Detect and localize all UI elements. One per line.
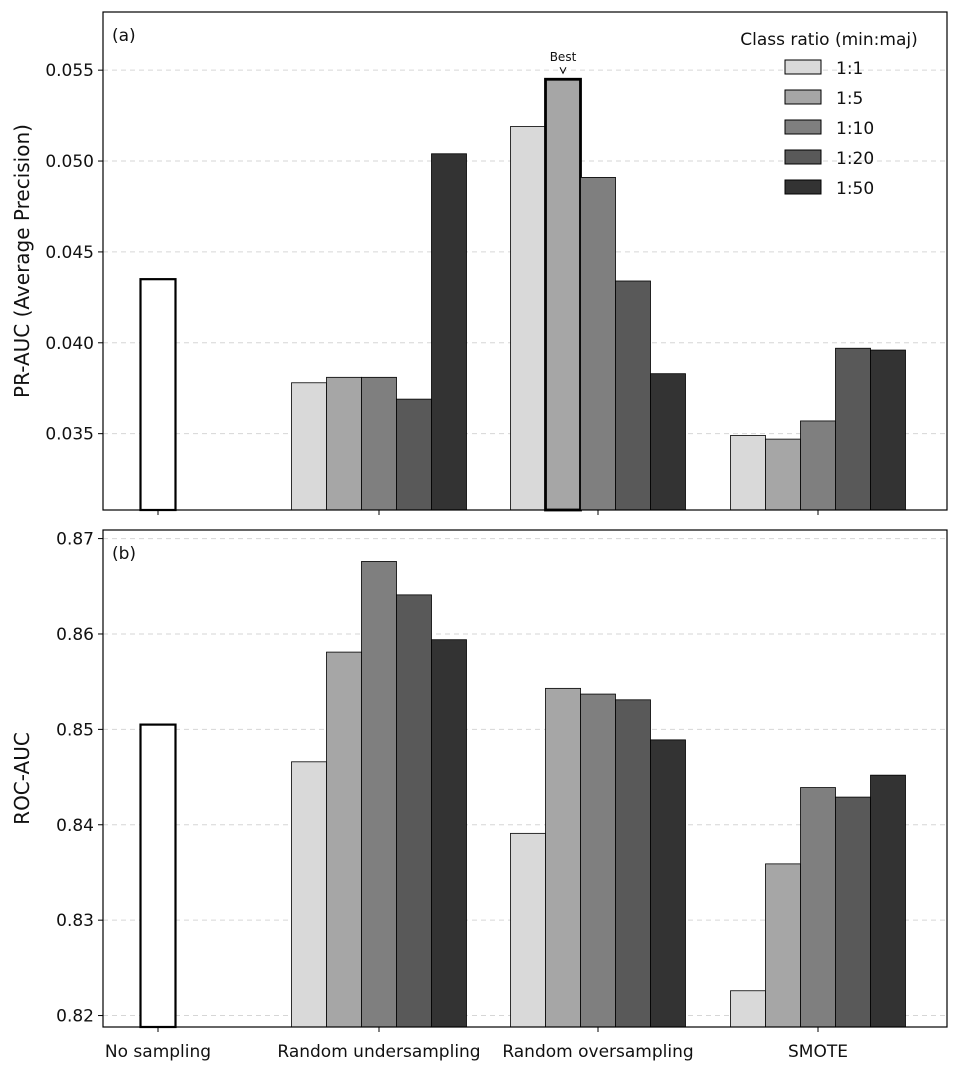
y-tick-label: 0.035 bbox=[45, 425, 94, 445]
bar-1-1-smote bbox=[730, 435, 766, 511]
y-tick-label: 0.040 bbox=[45, 334, 94, 354]
bar-1-1-smote bbox=[730, 990, 766, 1028]
panel-label: (b) bbox=[112, 544, 136, 564]
legend-swatch-1-50 bbox=[784, 179, 822, 195]
x-tick-label: Random oversampling bbox=[502, 1042, 693, 1062]
bar-1-5-random-undersampling bbox=[326, 651, 362, 1028]
bar-1-20-smote bbox=[835, 347, 871, 511]
bar-1-10-random-undersampling bbox=[361, 561, 397, 1028]
panel-label: (a) bbox=[112, 26, 136, 46]
axes-frame bbox=[102, 529, 948, 1028]
legend-swatch-1-5 bbox=[784, 89, 822, 105]
legend-label: 1:50 bbox=[836, 179, 874, 199]
y-tick-label: 0.86 bbox=[56, 625, 94, 645]
bar-1-50-random-undersampling bbox=[431, 639, 467, 1028]
best-annotation: Best bbox=[550, 50, 577, 64]
bar-1-1-random-undersampling bbox=[291, 761, 327, 1028]
legend-label: 1:5 bbox=[836, 89, 863, 109]
bar-1-50-random-undersampling bbox=[431, 153, 467, 511]
y-tick-label: 0.045 bbox=[45, 243, 94, 263]
bar-1-10-random-oversampling bbox=[580, 176, 616, 511]
legend-title: Class ratio (min:maj) bbox=[740, 30, 917, 50]
y-tick-label: 0.83 bbox=[56, 911, 94, 931]
x-tick-label: SMOTE bbox=[788, 1042, 848, 1062]
y-tick-label: 0.87 bbox=[56, 530, 94, 550]
panel-a: 0.035 0.040 0.045 0.050 0.055 Best (a) PR-AUC (… bbox=[10, 11, 948, 515]
y-tick-label: 0.050 bbox=[45, 152, 94, 172]
bar-1-50-random-oversampling bbox=[650, 373, 686, 511]
y-axis-label: ROC-AUC bbox=[10, 732, 34, 825]
bar-1-20-random-undersampling bbox=[396, 398, 432, 511]
bar-1-5-random-undersampling bbox=[326, 376, 362, 511]
bar-1-20-random-oversampling bbox=[615, 699, 651, 1028]
bar-1-50-smote bbox=[870, 774, 906, 1028]
legend-swatch-1-10 bbox=[784, 119, 822, 135]
legend-label: 1:20 bbox=[836, 149, 874, 169]
bar-1-5-smote bbox=[765, 438, 801, 511]
legend-label: 1:10 bbox=[836, 119, 874, 139]
legend: Class ratio (min:maj) 1:1 1:5 1:10 1:20 1:50 bbox=[740, 30, 917, 199]
axes-frame bbox=[102, 11, 948, 511]
bar-no-sampling bbox=[139, 723, 177, 1029]
best-arrow-icon bbox=[559, 67, 567, 75]
y-axis-label: PR-AUC (Average Precision) bbox=[10, 124, 34, 398]
bar-1-10-random-undersampling bbox=[361, 376, 397, 511]
bar-1-20-smote bbox=[835, 796, 871, 1028]
bar-1-10-smote bbox=[800, 420, 836, 511]
y-tick-label: 0.84 bbox=[56, 816, 94, 836]
bar-1-50-random-oversampling bbox=[650, 739, 686, 1028]
legend-label: 1:1 bbox=[836, 59, 863, 79]
bar-1-1-random-undersampling bbox=[291, 382, 327, 511]
bar-1-5-random-oversampling bbox=[545, 687, 581, 1028]
bar-1-50-smote bbox=[870, 349, 906, 511]
bar-1-5-smote bbox=[765, 863, 801, 1028]
bar-1-10-smote bbox=[800, 787, 836, 1028]
legend-swatch-1-20 bbox=[784, 149, 822, 165]
bar-1-20-random-undersampling bbox=[396, 594, 432, 1028]
x-tick-label: Random undersampling bbox=[277, 1042, 480, 1062]
y-tick-label: 0.85 bbox=[56, 720, 94, 740]
bar-1-10-random-oversampling bbox=[580, 693, 616, 1028]
y-tick-label: 0.055 bbox=[45, 61, 94, 81]
x-tick-label: No sampling bbox=[105, 1042, 211, 1062]
bar-1-1-random-oversampling bbox=[510, 126, 546, 511]
bar-1-5-random-oversampling bbox=[544, 77, 582, 512]
bar-1-20-random-oversampling bbox=[615, 280, 651, 511]
panel-b: 0.82 0.83 0.84 0.85 0.86 0.87 (b) ROC-AUC No sam… bbox=[10, 529, 948, 1062]
bar-1-1-random-oversampling bbox=[510, 832, 546, 1028]
bar-no-sampling bbox=[139, 278, 177, 512]
legend-swatch-1-1 bbox=[784, 59, 822, 75]
y-tick-label: 0.82 bbox=[56, 1007, 94, 1027]
